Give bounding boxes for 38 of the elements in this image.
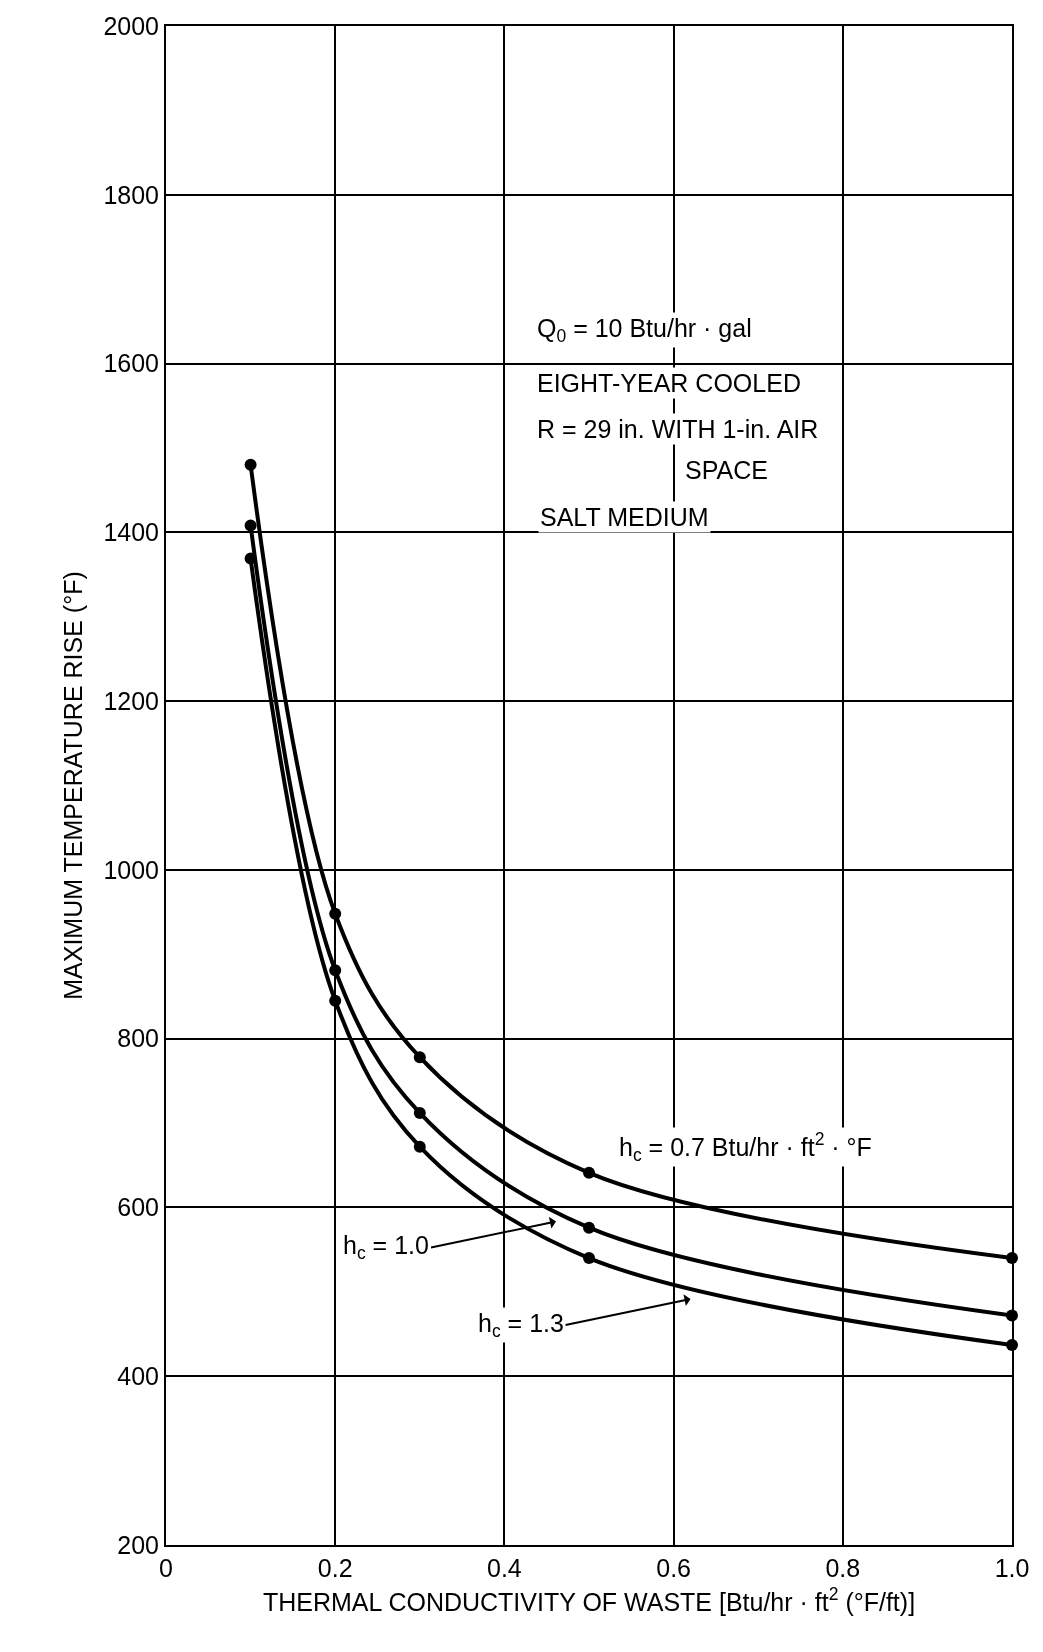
point bbox=[413, 1140, 426, 1153]
x-tick-label: 0.4 bbox=[487, 1554, 522, 1582]
point bbox=[244, 552, 257, 565]
point bbox=[413, 1106, 426, 1119]
annotation: R = 29 in. WITH 1-in. AIR bbox=[537, 415, 819, 443]
annotation: h$_{c}$ = 1.3 bbox=[478, 1309, 564, 1342]
y-tick-label: 2000 bbox=[103, 11, 159, 40]
annotation: Q$_{0}$ = 10 Btu/hr · gal bbox=[537, 314, 752, 347]
annotation: SPACE bbox=[685, 456, 768, 484]
point bbox=[583, 1221, 595, 1234]
point bbox=[329, 994, 342, 1007]
annotation: h$_{c}$ = 0.7 Btu/hr · ft$^{2}$ · °F bbox=[619, 1129, 872, 1165]
point bbox=[329, 964, 342, 977]
x-axis-title: THERMAL CONDUCTIVITY OF WASTE [Btu/hr · ft$^{2}$ (°F/ft)] bbox=[262, 1584, 916, 1616]
x-tick-label: 0.8 bbox=[825, 1554, 861, 1582]
point bbox=[244, 519, 257, 532]
y-tick-label: 1400 bbox=[103, 518, 159, 547]
annotation: SALT MEDIUM bbox=[540, 503, 709, 531]
y-tick-label: 1600 bbox=[103, 349, 159, 378]
annotation: h$_{c}$ = 1.0 bbox=[343, 1231, 429, 1264]
point bbox=[244, 458, 257, 471]
point bbox=[583, 1252, 595, 1265]
x-tick-label: 0 bbox=[159, 1554, 173, 1582]
point bbox=[583, 1166, 595, 1179]
y-tick-label: 1000 bbox=[103, 855, 159, 884]
annotation: EIGHT-YEAR COOLED bbox=[537, 369, 801, 397]
y-tick-label: 1200 bbox=[103, 686, 159, 715]
x-tick-label: 0.2 bbox=[317, 1554, 353, 1582]
y-tick-label: 600 bbox=[117, 1193, 159, 1222]
x-tick-label: 1.0 bbox=[994, 1554, 1030, 1582]
y-tick-label: 400 bbox=[117, 1361, 159, 1390]
point bbox=[413, 1051, 426, 1064]
y-tick-label: 200 bbox=[117, 1530, 159, 1559]
y-axis-title: MAXIMUM TEMPERATURE RISE (°F) bbox=[58, 571, 87, 1000]
x-tick-label: 0.6 bbox=[656, 1554, 691, 1582]
point bbox=[329, 907, 342, 920]
y-tick-label: 800 bbox=[117, 1024, 159, 1053]
y-tick-label: 1800 bbox=[103, 180, 159, 209]
